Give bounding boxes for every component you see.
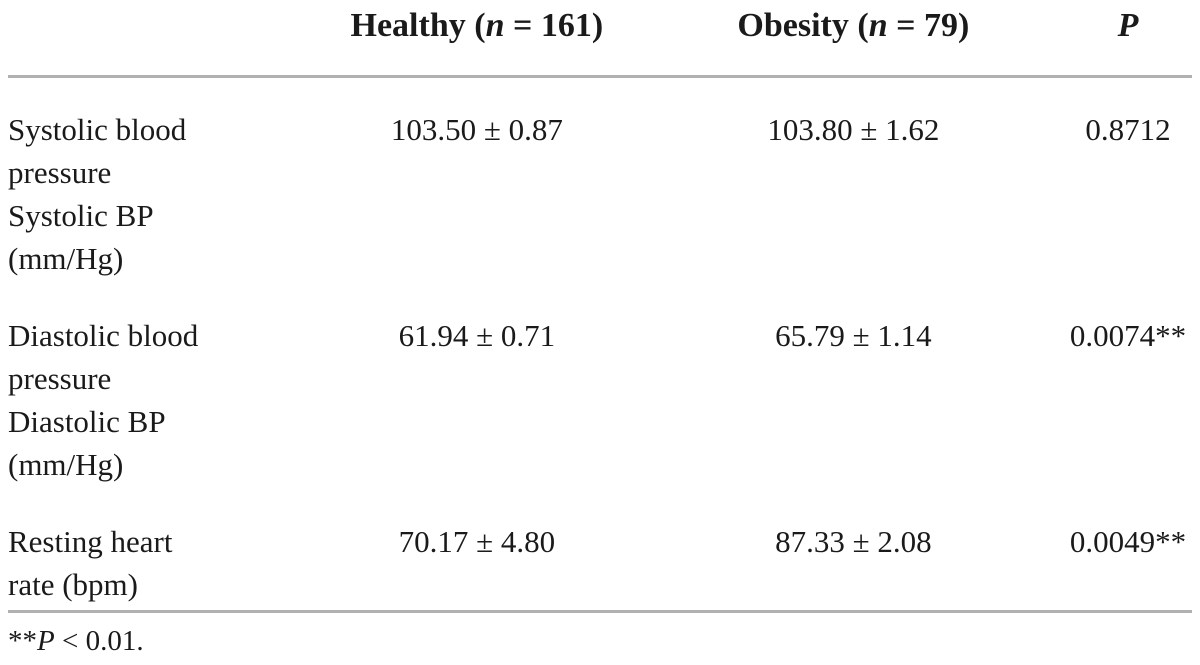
table-row-resting-heart-rate: Resting heart rate (bpm) 70.17 ± 4.80 87… (8, 490, 1192, 613)
cell-diastolic-p: 0.0074** (1069, 318, 1187, 353)
table-row-diastolic: Diastolic blood pressure Diastolic BP (m… (8, 284, 1192, 490)
header-healthy-prefix: Healthy ( (350, 7, 486, 44)
footnote-p: P (37, 625, 55, 657)
cell-heart-rate-p: 0.0049** (1064, 490, 1192, 613)
row-label-line: Diastolic BP (8, 404, 166, 439)
row-label-line: Systolic BP (8, 198, 154, 233)
header-parameter-blank (8, 4, 312, 78)
footnote-rest: < 0.01. (54, 625, 144, 657)
row-label-line: (mm/Hg) (8, 447, 124, 482)
header-healthy-suffix: = 161) (504, 7, 604, 44)
cell-heart-rate-healthy: 70.17 ± 4.80 (311, 490, 643, 613)
row-label-line: pressure (8, 361, 112, 396)
header-obesity-prefix: Obesity ( (737, 7, 869, 44)
comparison-table: Healthy (n = 161) Obesity (n = 79) P Sys… (8, 4, 1192, 613)
header-row: Healthy (n = 161) Obesity (n = 79) P (8, 4, 1192, 78)
cell-systolic-healthy: 103.50 ± 0.87 (390, 112, 563, 147)
header-obesity: Obesity (n = 79) (642, 4, 1065, 78)
cell-systolic-obesity: 103.80 ± 1.62 (767, 112, 940, 147)
row-label-line: (mm/Hg) (8, 241, 124, 276)
row-label-line: Resting heart (8, 524, 173, 559)
header-p-label: P (1117, 7, 1139, 44)
cell-diastolic-obesity: 65.79 ± 1.14 (775, 318, 932, 353)
cell-systolic-p: 0.8712 (1085, 112, 1171, 147)
row-label-systolic: Systolic blood pressure Systolic BP (mm/… (8, 77, 311, 285)
row-label-resting-heart-rate: Resting heart rate (bpm) (8, 490, 312, 613)
cell-heart-rate-obesity: 87.33 ± 2.08 (642, 490, 1065, 613)
header-p-value: P (1064, 4, 1192, 78)
row-label-line: Diastolic blood (8, 318, 199, 353)
row-label-line: rate (bpm) (8, 567, 138, 602)
header-obesity-n: n (868, 7, 888, 44)
header-healthy: Healthy (n = 161) (311, 4, 643, 78)
row-label-line: pressure (8, 155, 112, 190)
row-label-diastolic: Diastolic blood pressure Diastolic BP (m… (8, 284, 311, 490)
table-row-systolic: Systolic blood pressure Systolic BP (mm/… (8, 77, 1192, 285)
footnote: **P < 0.01. (8, 623, 1192, 659)
header-obesity-suffix: = 79) (887, 7, 970, 44)
cell-diastolic-healthy: 61.94 ± 0.71 (398, 318, 556, 353)
row-label-line: Systolic blood (8, 112, 187, 147)
header-healthy-n: n (485, 7, 505, 44)
footnote-stars: ** (8, 625, 37, 657)
